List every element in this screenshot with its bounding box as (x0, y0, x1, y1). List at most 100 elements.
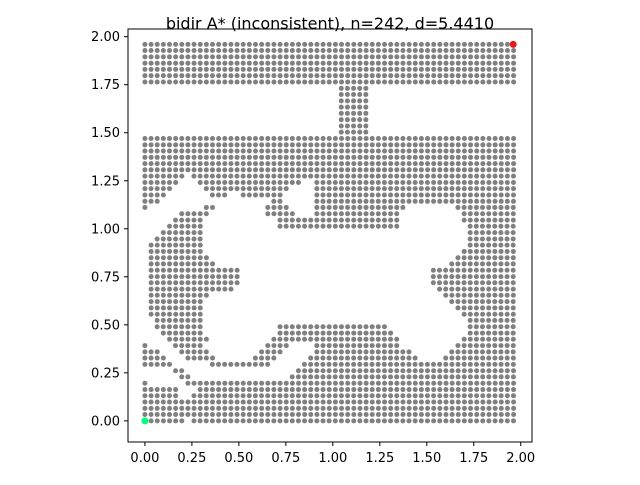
explored-point (173, 142, 179, 148)
explored-point (461, 167, 467, 173)
explored-point (289, 330, 295, 336)
explored-point (308, 336, 314, 342)
explored-point (480, 79, 486, 85)
explored-point (160, 179, 166, 185)
explored-point (234, 412, 240, 418)
explored-point (216, 142, 222, 148)
explored-point (480, 286, 486, 292)
explored-point (351, 192, 357, 198)
explored-point (296, 66, 302, 72)
explored-point (320, 198, 326, 204)
explored-point (179, 374, 185, 380)
explored-point (173, 317, 179, 323)
explored-point (283, 405, 289, 411)
explored-point (468, 48, 474, 54)
explored-point (216, 418, 222, 424)
explored-point (369, 154, 375, 160)
explored-point (479, 261, 485, 267)
explored-point (332, 79, 338, 85)
explored-point (369, 73, 375, 79)
explored-point (160, 330, 166, 336)
explored-point (406, 142, 412, 148)
explored-point (166, 230, 172, 236)
explored-point (474, 79, 480, 85)
explored-point (283, 418, 289, 424)
explored-point (363, 374, 369, 380)
explored-point (160, 60, 166, 66)
explored-point (480, 198, 486, 204)
explored-point (474, 380, 480, 386)
explored-point (240, 41, 246, 47)
explored-point (265, 211, 271, 217)
explored-point (160, 186, 166, 192)
explored-point (363, 186, 369, 192)
explored-point (148, 79, 154, 85)
explored-point (332, 217, 338, 223)
explored-point (197, 236, 203, 242)
explored-point (394, 380, 400, 386)
explored-point (345, 192, 351, 198)
explored-point (191, 135, 197, 141)
explored-point (375, 54, 381, 60)
explored-point (388, 405, 394, 411)
y-tick-label: 0.00 (91, 414, 120, 429)
explored-point (160, 192, 166, 198)
explored-point (154, 405, 160, 411)
explored-point (203, 48, 209, 54)
explored-point (369, 343, 375, 349)
explored-point (381, 330, 387, 336)
explored-point (467, 236, 473, 242)
explored-point (455, 418, 461, 424)
explored-point (425, 142, 431, 148)
explored-point (271, 48, 277, 54)
explored-point (369, 211, 375, 217)
explored-point (234, 54, 240, 60)
explored-point (302, 41, 308, 47)
explored-point (314, 405, 320, 411)
explored-point (437, 286, 443, 292)
explored-point (339, 405, 345, 411)
explored-point (203, 41, 209, 47)
explored-point (486, 418, 492, 424)
explored-point (498, 393, 504, 399)
explored-point (203, 179, 209, 185)
explored-point (511, 412, 517, 418)
explored-point (424, 418, 430, 424)
explored-point (308, 387, 314, 393)
explored-point (332, 330, 338, 336)
explored-point (400, 179, 406, 185)
explored-point (473, 299, 479, 305)
explored-point (504, 66, 510, 72)
explored-point (289, 173, 295, 179)
explored-point (437, 374, 443, 380)
explored-point (480, 292, 486, 298)
explored-point (461, 405, 467, 411)
explored-point (375, 343, 381, 349)
explored-point (234, 380, 240, 386)
explored-point (498, 405, 504, 411)
explored-point (449, 135, 455, 141)
explored-point (277, 223, 283, 229)
explored-point (222, 73, 228, 79)
explored-point (277, 73, 283, 79)
explored-point (154, 324, 160, 330)
explored-point (345, 142, 351, 148)
explored-point (479, 324, 485, 330)
explored-point (486, 41, 492, 47)
explored-point (480, 192, 486, 198)
explored-point (253, 54, 259, 60)
explored-point (308, 142, 314, 148)
explored-point (338, 336, 344, 342)
explored-point (443, 387, 449, 393)
explored-point (498, 343, 504, 349)
explored-point (185, 41, 191, 47)
explored-point (388, 211, 394, 217)
explored-point (191, 148, 197, 154)
explored-point (455, 73, 461, 79)
explored-point (326, 66, 332, 72)
explored-point (492, 311, 498, 317)
explored-point (253, 380, 259, 386)
explored-point (179, 73, 185, 79)
explored-point (314, 217, 320, 223)
explored-point (455, 399, 461, 405)
